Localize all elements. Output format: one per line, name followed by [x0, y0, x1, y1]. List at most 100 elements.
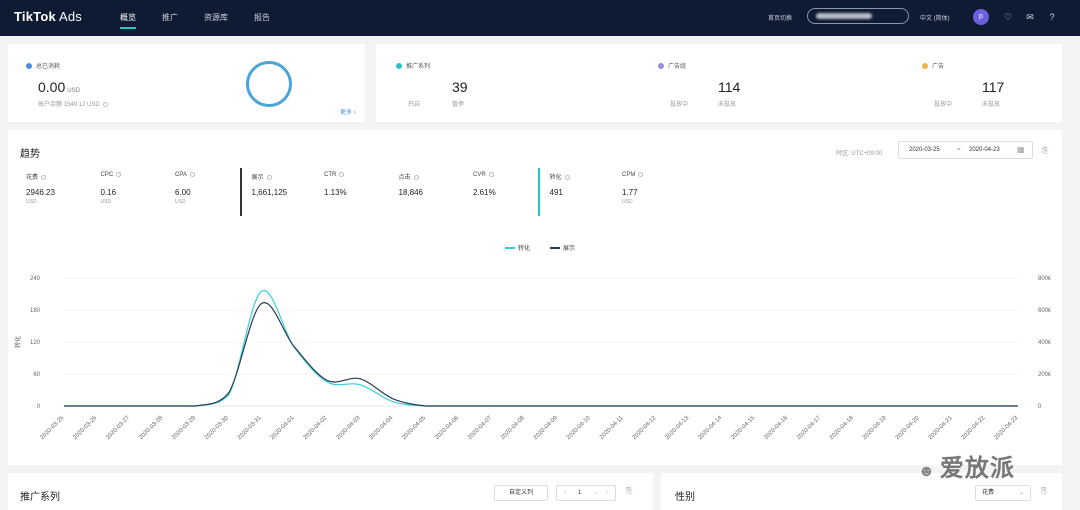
y-left-label: 转化 [14, 336, 22, 348]
x-tick-label: 2020-03-25 [39, 415, 65, 441]
campaign-table-card: 推广系列 自定义列 ‹ 1 ⌄ › ⎘ [8, 473, 653, 510]
info-icon[interactable] [116, 172, 122, 177]
y-left-tick: 60 [33, 372, 40, 378]
metric-tab-2[interactable]: CPA 6.00 USD [175, 168, 247, 216]
metric-name: CPA [175, 172, 195, 178]
metric-value: 1.77 [622, 188, 638, 197]
nav-promote[interactable]: 推广 [162, 13, 178, 22]
metric-value: 18,846 [398, 188, 423, 197]
x-tick-label: 2020-04-16 [763, 415, 789, 441]
metric-value: 1.13% [324, 188, 347, 197]
info-icon[interactable] [41, 174, 47, 180]
x-tick-label: 2020-04-05 [401, 415, 427, 441]
chevron-down-icon[interactable]: ⌄ [592, 490, 599, 496]
nav-library[interactable]: 资源库 [204, 13, 228, 22]
account-switch-label: 首页切换 [768, 16, 793, 22]
download-icon[interactable]: ⎘ [1041, 486, 1048, 495]
custom-columns-button[interactable]: 自定义列 [494, 485, 548, 501]
trend-card [8, 130, 1062, 465]
chevron-left-icon[interactable]: ‹ [564, 490, 567, 496]
x-tick-label: 2020-04-01 [270, 415, 296, 441]
metric-tab-4[interactable]: CTR 1.13% [324, 168, 396, 216]
metric-tab-0[interactable]: 花费 2946.23 USD [26, 168, 98, 216]
x-tick-label: 2020-04-22 [961, 415, 987, 441]
y-right-tick: 200k [1038, 372, 1052, 378]
download-icon[interactable]: ⎘ [1042, 146, 1049, 155]
metric-unit: USD [100, 199, 112, 205]
metric-value: 0.16 [100, 188, 117, 197]
tiktok-ads-logo[interactable]: TikTok Ads [14, 9, 83, 24]
metric-unit: USD [622, 199, 633, 205]
x-tick-label: 2020-04-11 [599, 415, 625, 441]
metric-name: 展示 [252, 172, 272, 181]
metric-name: 点击 [399, 172, 419, 181]
help-icon[interactable]: ? [1049, 12, 1055, 22]
x-tick-label: 2020-04-23 [993, 415, 1019, 441]
campaign-table-title: 推广系列 [20, 492, 60, 503]
x-tick-label: 2020-04-02 [303, 415, 329, 441]
metric-tab-5[interactable]: 点击 18,846 [399, 168, 471, 216]
metric-name: CTR [324, 172, 345, 178]
metric-tab-7[interactable]: 转化 491 [537, 168, 610, 216]
info-icon[interactable] [638, 172, 644, 177]
x-tick-label: 2020-04-17 [796, 415, 822, 441]
x-tick-label: 2020-04-15 [730, 415, 756, 441]
y-right-tick: 0 [1038, 404, 1042, 410]
y-left-tick: 240 [30, 276, 41, 282]
budget-ring [246, 61, 292, 107]
x-tick-label: 2020-03-28 [138, 415, 164, 441]
metric-tab-8[interactable]: CPM 1.77 USD [622, 168, 694, 216]
metric-tab-1[interactable]: CPC 0.16 USD [101, 168, 173, 216]
metric-tab-6[interactable]: CVR 2.61% [473, 168, 545, 216]
chevron-down-icon: ⌄ [1018, 490, 1024, 496]
x-tick-label: 2020-03-30 [204, 415, 230, 441]
info-icon[interactable] [189, 172, 195, 177]
metric-name: 转化 [550, 172, 570, 181]
timezone-label: 时区: UTC+09:00 [836, 151, 883, 157]
wechat-icon: ☻ [918, 463, 936, 480]
x-tick-label: 2020-04-07 [467, 415, 493, 441]
more-link[interactable]: 更多 › [340, 110, 356, 116]
spend-value: 0.00 [38, 79, 66, 95]
legend-item-conversion[interactable]: 转化 [505, 243, 530, 252]
avatar[interactable]: p [973, 9, 989, 25]
account-select[interactable] [807, 8, 909, 24]
info-icon[interactable] [488, 172, 494, 177]
pagination[interactable]: ‹ 1 ⌄ › [556, 485, 616, 501]
info-icon[interactable] [339, 172, 345, 177]
info-icon[interactable] [102, 101, 108, 107]
x-tick-label: 2020-04-08 [500, 415, 526, 441]
info-icon[interactable] [564, 174, 570, 180]
date-range-picker[interactable]: 2020-03-25 ~ 2020-04-23 ▦ [898, 141, 1033, 159]
info-icon[interactable] [266, 174, 272, 180]
spend-card: 总已消耗 0.00 USD 账户余额 1549.12 USD 更多 › [8, 44, 365, 122]
spend-unit: USD [67, 88, 80, 94]
top-bar: TikTok Ads 概览 推广 资源库 报告 首页切换 中文 (简体) p ♡… [0, 0, 1080, 36]
info-icon[interactable] [413, 174, 419, 180]
metric-name: CPC [101, 172, 122, 178]
y-left-tick: 120 [30, 340, 41, 346]
x-tick-label: 2020-04-10 [566, 415, 592, 441]
bell-icon[interactable]: ♡ [1003, 12, 1013, 22]
x-tick-label: 2020-04-19 [862, 415, 888, 441]
metric-value: 1,661,125 [251, 188, 288, 197]
nav-reports[interactable]: 报告 [254, 13, 270, 22]
legend-item-impression[interactable]: 展示 [550, 243, 575, 252]
x-tick-label: 2020-03-31 [237, 415, 263, 441]
metric-tab-3[interactable]: 展示 1,661,125 [239, 168, 312, 216]
nav-overview[interactable]: 概览 [120, 12, 136, 29]
x-tick-label: 2020-04-04 [368, 415, 394, 441]
gender-metric-select[interactable]: 花费 ⌄ [975, 485, 1031, 501]
mail-icon[interactable]: ✉ [1026, 12, 1034, 22]
x-tick-label: 2020-04-06 [434, 415, 460, 441]
language-select[interactable]: 中文 (简体) [920, 16, 950, 22]
x-tick-label: 2020-04-09 [533, 415, 559, 441]
chevron-right-icon[interactable]: › [605, 490, 608, 496]
metric-value: 6.00 [175, 188, 191, 197]
download-icon[interactable]: ⎘ [626, 486, 633, 495]
x-tick-label: 2020-04-03 [336, 415, 362, 441]
metric-value: 491 [549, 188, 563, 197]
x-tick-label: 2020-03-27 [105, 415, 131, 441]
gender-card: 性别 花费 ⌄ ⎘ [661, 473, 1062, 510]
metric-value: 2946.23 [26, 188, 55, 197]
